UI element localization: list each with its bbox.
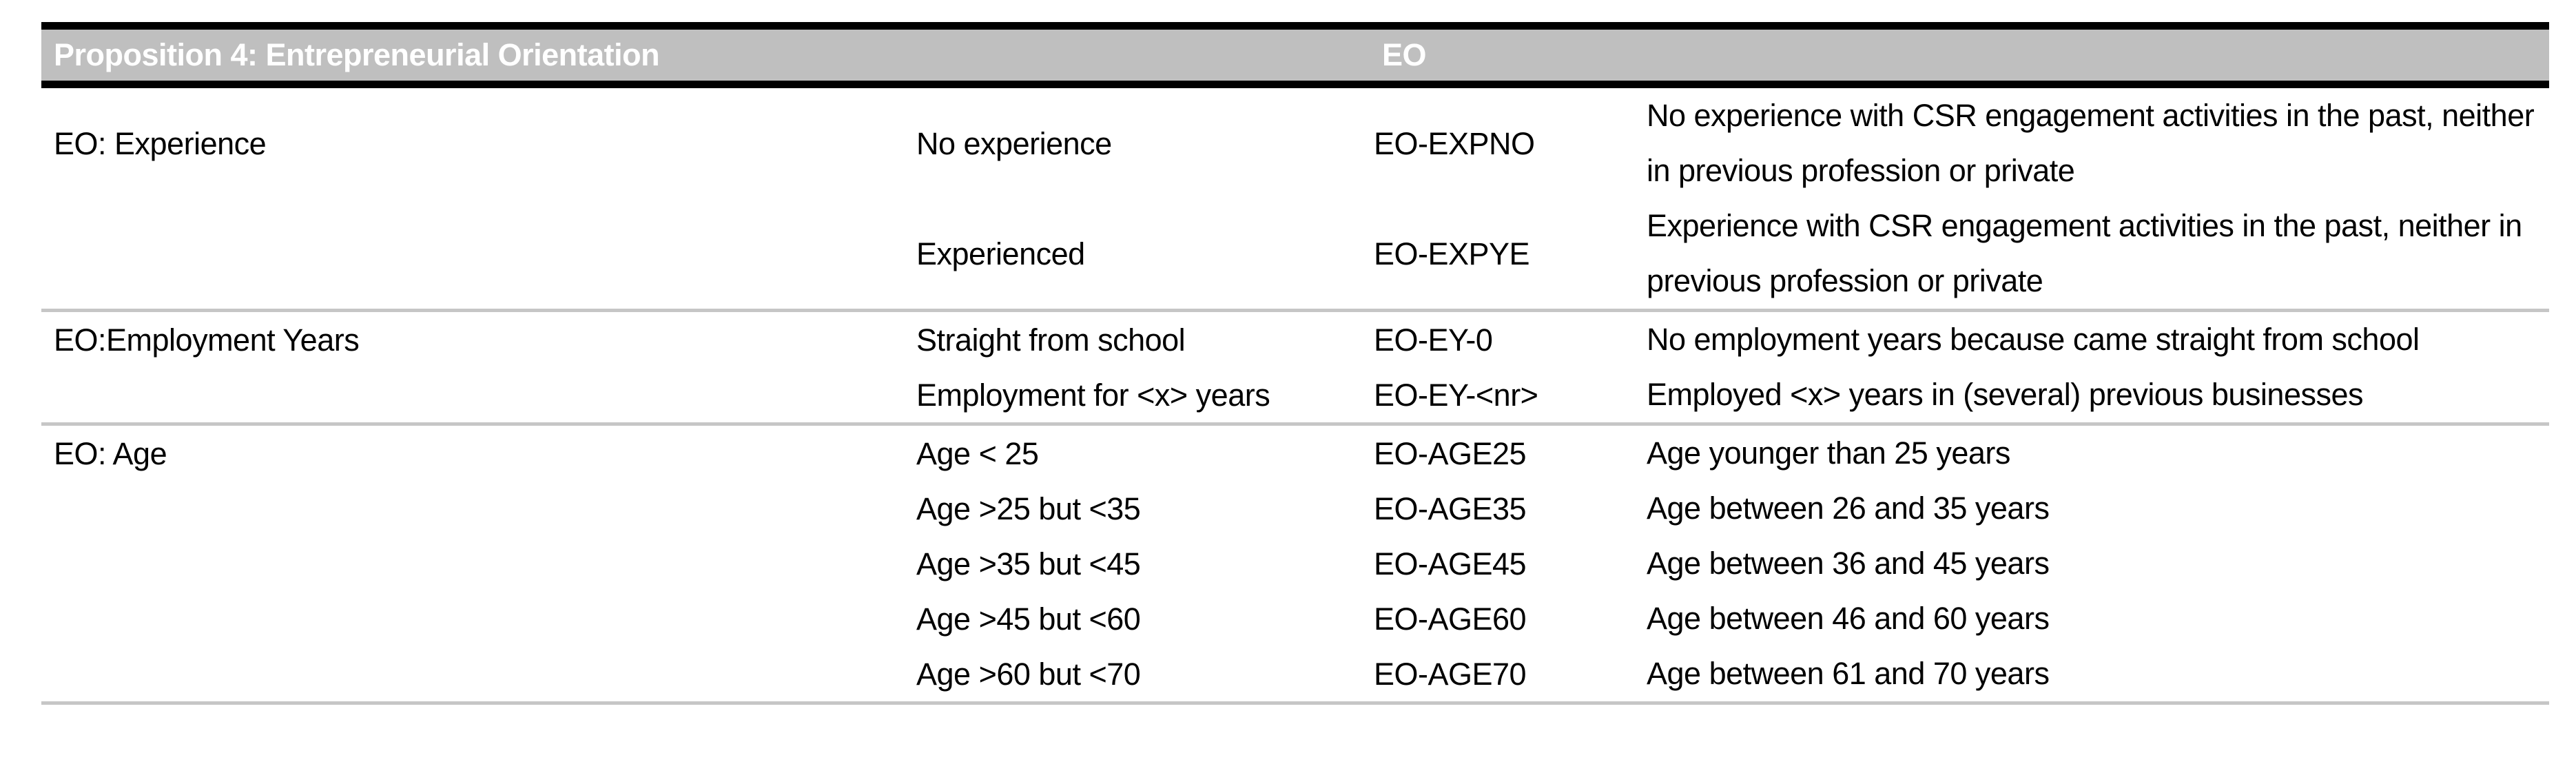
category-cell-empty — [41, 198, 916, 311]
category-cell: EO:Employment Years — [41, 309, 916, 367]
category-cell-empty — [41, 536, 916, 591]
category-cell: EO: Age — [41, 422, 916, 481]
table-header-empty-cell — [1647, 22, 2549, 88]
table-row: Age >35 but <45 EO-AGE45 Age between 36 an… — [41, 536, 2549, 591]
value-cell: Experienced — [916, 236, 1085, 271]
description-cell: No experience with CSR engagement activi… — [1647, 83, 2549, 198]
table-body: EO: Experience No experience EO-EXPNO No ex… — [41, 83, 2549, 705]
description-cell: Age younger than 25 years — [1647, 422, 2549, 481]
table-row: EO: Experience No experience EO-EXPNO No ex… — [41, 83, 2549, 198]
description-cell: No employment years because came straigh… — [1647, 309, 2549, 367]
value-cell: Employment for <x> years — [916, 377, 1270, 413]
table-row: Age >25 but <35 EO-AGE35 Age between 26 an… — [41, 481, 2549, 536]
proposition4-coding-table: Proposition 4: Entrepreneurial Orientati… — [41, 22, 2549, 705]
table-row: Employment for <x> years EO-EY-<nr> Employ… — [41, 367, 2549, 424]
category-cell-empty — [41, 367, 916, 424]
value-cell: Age >45 but <60 — [916, 601, 1141, 637]
value-cell: Age >35 but <45 — [916, 546, 1141, 581]
code-cell: EO-EY-<nr> — [1374, 377, 1538, 413]
value-cell: Straight from school — [916, 309, 1374, 367]
table-row: EO:Employment Years Straight from school E… — [41, 309, 2549, 367]
category-cell: EO: Experience — [41, 83, 916, 198]
description-cell: Experience with CSR engagement activitie… — [1647, 208, 2522, 298]
code-cell: EO-AGE45 — [1374, 546, 1527, 581]
table-header-code-label: EO — [1374, 22, 1647, 88]
code-cell: EO-EXPYE — [1374, 236, 1530, 271]
value-cell: Age < 25 — [916, 422, 1374, 481]
description-cell: Age between 26 and 35 years — [1647, 491, 2050, 526]
table-row: Age >60 but <70 EO-AGE70 Age between 61 an… — [41, 646, 2549, 705]
table-row: Age >45 but <60 EO-AGE60 Age between 46 an… — [41, 591, 2549, 646]
description-cell: Age between 46 and 60 years — [1647, 601, 2050, 636]
code-cell: EO-AGE25 — [1374, 422, 1647, 481]
value-cell: No experience — [916, 83, 1374, 198]
value-cell: Age >60 but <70 — [916, 646, 1374, 705]
code-cell: EO-EY-0 — [1374, 309, 1647, 367]
category-cell-empty — [41, 591, 916, 646]
table-header-row: Proposition 4: Entrepreneurial Orientati… — [41, 22, 2549, 88]
category-cell-empty — [41, 481, 916, 536]
code-cell: EO-EXPNO — [1374, 83, 1647, 198]
table-row: EO: Age Age < 25 EO-AGE25 Age younger than … — [41, 422, 2549, 481]
value-cell: Age >25 but <35 — [916, 491, 1141, 526]
description-cell: Employed <x> years in (several) previous… — [1647, 377, 2364, 412]
description-cell: Age between 61 and 70 years — [1647, 646, 2549, 705]
table-row: Experienced EO-EXPYE Experience with CSR e… — [41, 198, 2549, 311]
document-page: Proposition 4: Entrepreneurial Orientati… — [0, 22, 2576, 784]
category-cell-empty — [41, 646, 916, 705]
code-cell: EO-AGE70 — [1374, 646, 1647, 705]
code-cell: EO-AGE60 — [1374, 601, 1527, 637]
description-cell: Age between 36 and 45 years — [1647, 546, 2050, 581]
table-header-title: Proposition 4: Entrepreneurial Orientati… — [41, 22, 1374, 88]
code-cell: EO-AGE35 — [1374, 491, 1527, 526]
